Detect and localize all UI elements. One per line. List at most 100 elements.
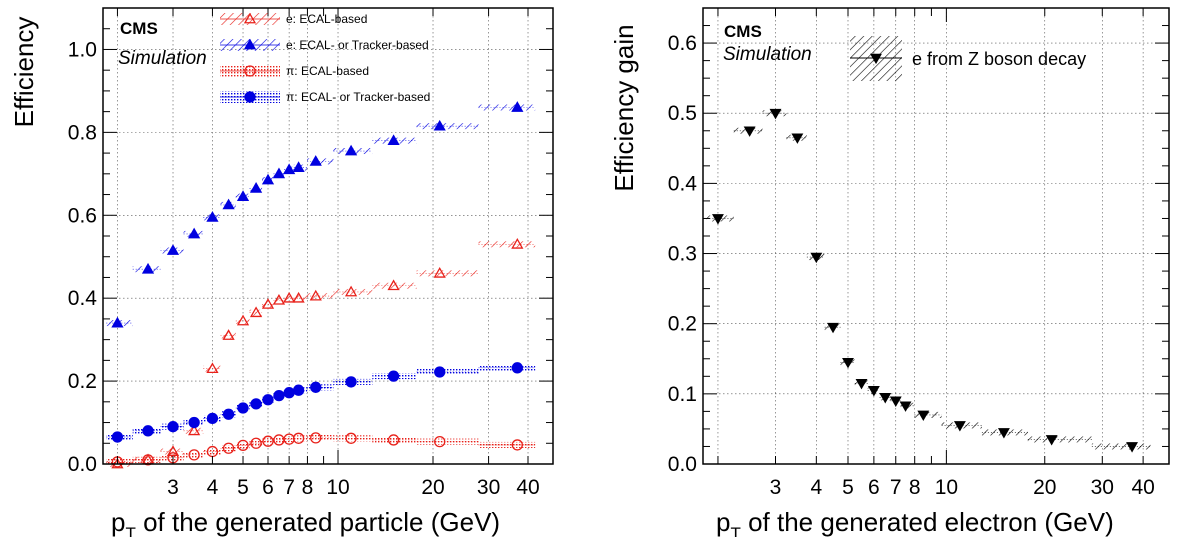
error-band bbox=[333, 288, 373, 295]
data-point bbox=[879, 393, 892, 404]
x-tick-label: 8 bbox=[909, 476, 921, 499]
error-band bbox=[220, 332, 236, 339]
data-point bbox=[889, 396, 902, 407]
error-band bbox=[284, 436, 294, 443]
right-x-axis-label: pT of the generated electron (GeV) bbox=[716, 507, 1114, 537]
x-tick-label: 10 bbox=[935, 476, 958, 499]
data-point bbox=[292, 432, 305, 444]
error-band bbox=[478, 104, 536, 111]
right-y-axis-label: Efficiency gain bbox=[609, 24, 639, 191]
y-tick-label: 0.6 bbox=[68, 204, 97, 227]
data-point bbox=[810, 252, 823, 264]
legend-marker bbox=[870, 53, 882, 65]
data-point bbox=[261, 298, 275, 309]
data-point bbox=[141, 262, 155, 274]
left-series bbox=[106, 101, 536, 469]
data-point bbox=[222, 408, 235, 420]
x-tick-label: 4 bbox=[207, 476, 219, 499]
series-0 bbox=[106, 237, 536, 469]
data-point bbox=[250, 398, 262, 410]
data-point bbox=[272, 167, 286, 179]
data-point bbox=[142, 425, 154, 437]
data-point bbox=[249, 182, 263, 193]
x-tick-label: 5 bbox=[237, 476, 249, 499]
data-point bbox=[262, 394, 274, 406]
right-grid bbox=[703, 8, 1169, 464]
data-point bbox=[997, 428, 1010, 439]
y-tick-label: 0.0 bbox=[668, 453, 697, 476]
data-point bbox=[511, 101, 524, 112]
data-point bbox=[111, 316, 124, 328]
data-point bbox=[345, 432, 357, 444]
data-point bbox=[855, 379, 868, 390]
legend-label: π: ECAL- or Tracker-based bbox=[286, 90, 430, 104]
y-tick-label: 1.0 bbox=[68, 38, 97, 61]
legend-label: e from Z boson decay bbox=[912, 49, 1086, 69]
left-cms-label: CMS bbox=[120, 19, 158, 38]
x-tick-label: 6 bbox=[868, 476, 880, 499]
data-point bbox=[769, 108, 782, 120]
legend-item: e from Z boson decay bbox=[850, 36, 1086, 81]
data-point bbox=[222, 329, 235, 340]
legend-label: e: ECAL-based bbox=[286, 12, 367, 26]
error-band bbox=[132, 456, 161, 463]
data-point bbox=[292, 161, 305, 173]
error-band bbox=[1091, 443, 1151, 450]
data-point bbox=[310, 381, 322, 393]
series-1 bbox=[106, 101, 536, 328]
x-tick-label: 8 bbox=[302, 476, 314, 499]
data-point bbox=[953, 421, 966, 432]
data-point bbox=[309, 289, 322, 301]
y-tick-label: 0.1 bbox=[668, 383, 697, 406]
right-simulation-label: Simulation bbox=[723, 44, 812, 65]
error-band bbox=[106, 458, 133, 465]
legend-item: e: ECAL- or Tracker-based bbox=[220, 38, 429, 52]
data-point bbox=[511, 237, 524, 249]
data-point bbox=[511, 362, 523, 374]
data-point bbox=[272, 293, 286, 305]
y-tick-label: 0.2 bbox=[68, 370, 97, 393]
data-point bbox=[387, 279, 400, 291]
data-point bbox=[511, 439, 523, 451]
legend-label: e: ECAL- or Tracker-based bbox=[286, 38, 429, 52]
legend-marker bbox=[243, 38, 257, 50]
error-band bbox=[914, 411, 942, 418]
data-point bbox=[899, 401, 912, 412]
left-ticks bbox=[103, 7, 553, 465]
y-tick-label: 0.3 bbox=[668, 243, 697, 266]
error-band bbox=[307, 293, 334, 300]
error-band bbox=[203, 448, 221, 455]
data-point bbox=[1126, 442, 1139, 453]
x-tick-label: 3 bbox=[770, 476, 782, 499]
error-band bbox=[307, 158, 334, 165]
error-band bbox=[220, 445, 236, 452]
left-simulation-label: Simulation bbox=[118, 48, 207, 69]
error-band bbox=[273, 436, 285, 443]
data-point bbox=[273, 389, 285, 402]
left-y-axis-label: Efficiency bbox=[9, 17, 39, 128]
error-band bbox=[284, 295, 294, 302]
data-point bbox=[387, 370, 400, 382]
right-plot-frame bbox=[702, 7, 1170, 465]
data-point bbox=[236, 314, 250, 326]
left-x-axis-label: pT of the generated particle (GeV) bbox=[111, 507, 500, 537]
data-point bbox=[206, 412, 219, 425]
error-band bbox=[262, 301, 274, 308]
y-tick-label: 0.4 bbox=[668, 172, 698, 195]
left-legend: e: ECAL-based e: ECAL- or Tracker-based π:… bbox=[220, 12, 430, 104]
x-tick-label: 10 bbox=[326, 476, 349, 499]
data-point bbox=[206, 362, 219, 374]
data-point bbox=[309, 155, 322, 166]
right-legend: e from Z boson decay bbox=[850, 36, 1086, 81]
data-point bbox=[249, 306, 263, 318]
error-band bbox=[203, 365, 221, 372]
data-point bbox=[111, 431, 124, 443]
y-tick-label: 0.6 bbox=[668, 32, 697, 55]
data-point bbox=[261, 173, 275, 185]
data-point bbox=[743, 126, 756, 137]
x-tick-label: 20 bbox=[421, 476, 444, 499]
data-point bbox=[237, 402, 249, 414]
data-point bbox=[434, 435, 446, 448]
legend-item: π: ECAL-based bbox=[220, 64, 369, 78]
